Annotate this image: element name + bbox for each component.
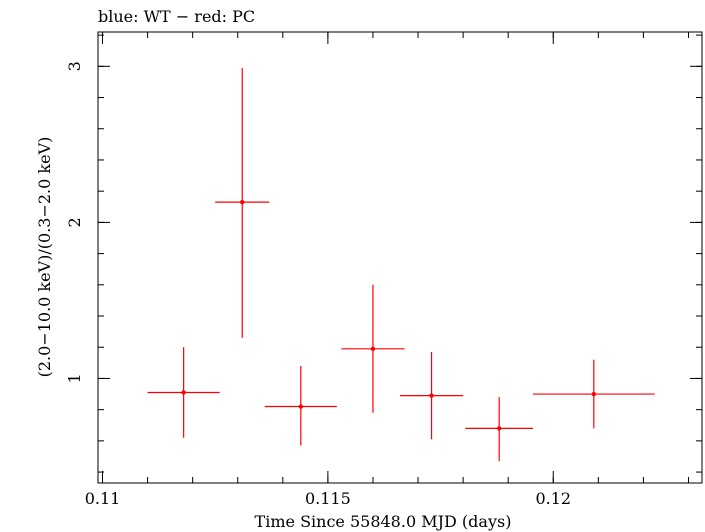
axis-ticks bbox=[98, 32, 702, 483]
data-point bbox=[400, 351, 464, 440]
point-marker bbox=[496, 426, 502, 431]
point-marker bbox=[591, 391, 597, 397]
data-point bbox=[341, 284, 405, 413]
x-axis-label: Time Since 55848.0 MJD (days) bbox=[255, 512, 512, 531]
point-marker bbox=[429, 393, 434, 398]
data-point bbox=[147, 347, 220, 438]
y-tick-label: 2 bbox=[65, 217, 84, 227]
y-tick-label: 1 bbox=[65, 373, 84, 383]
x-tick-label: 0.12 bbox=[535, 489, 571, 508]
data-point bbox=[532, 359, 655, 429]
point-marker bbox=[370, 346, 376, 351]
tick-labels: 0.11 0.115 0.12 1 2 3 bbox=[65, 61, 571, 508]
point-marker bbox=[240, 199, 245, 205]
point-marker bbox=[181, 390, 186, 395]
data-points bbox=[147, 67, 655, 462]
y-axis-label: (2.0−10.0 keV)/(0.3−2.0 keV) bbox=[35, 137, 54, 378]
point-marker bbox=[298, 404, 304, 409]
plot-frame bbox=[97, 31, 703, 484]
y-tick-label: 3 bbox=[65, 61, 84, 71]
x-tick-label: 0.115 bbox=[305, 489, 351, 508]
data-point bbox=[465, 397, 533, 462]
data-point bbox=[264, 365, 337, 446]
chart-title: blue: WT − red: PC bbox=[98, 7, 255, 26]
x-tick-label: 0.11 bbox=[85, 489, 121, 508]
data-point bbox=[215, 67, 270, 338]
